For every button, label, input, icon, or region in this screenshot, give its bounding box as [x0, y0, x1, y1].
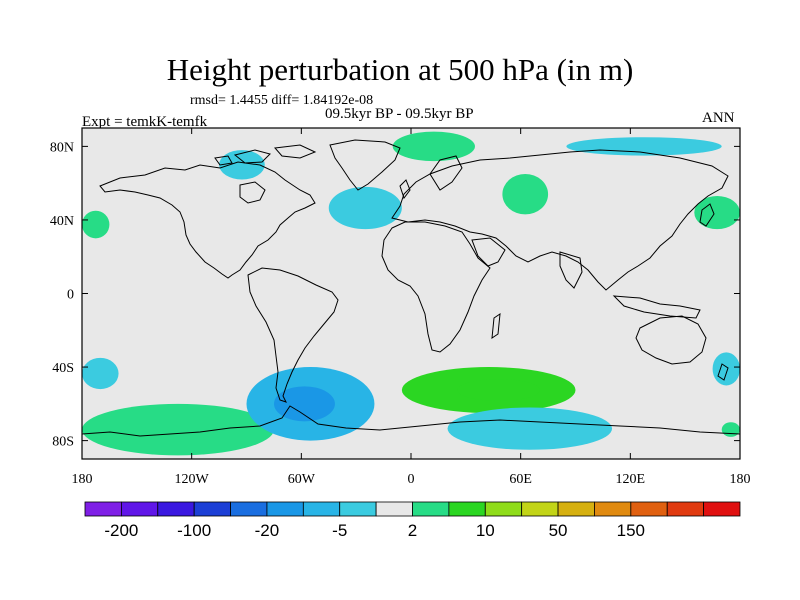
antarctica-coast — [82, 405, 740, 437]
colorbar-swatch — [339, 501, 377, 517]
lat-tick-label: 80N — [50, 140, 74, 155]
anomaly-north-pacific-east — [82, 210, 110, 239]
arctic-islands — [214, 144, 317, 166]
lat-tick-label: 40S — [52, 361, 74, 376]
lat-tick-label: 80S — [52, 435, 74, 450]
scandinavia — [429, 155, 463, 191]
colorbar-swatch — [302, 501, 341, 517]
lon-tick-label: 180 — [730, 472, 751, 487]
colorbar-swatch — [594, 501, 632, 517]
british-isles — [399, 179, 411, 200]
japan — [699, 203, 715, 227]
lon-tick-label: 60W — [288, 472, 316, 487]
anomaly-layer — [82, 131, 740, 456]
anomaly-southern-indian-low — [447, 407, 613, 450]
colorbar-swatch — [375, 501, 413, 517]
coastlines — [82, 139, 740, 437]
colorbar-swatch — [193, 501, 231, 517]
colorbar-label: 50 — [549, 521, 568, 540]
map-background — [82, 128, 740, 459]
lon-tick-label: 60E — [509, 472, 532, 487]
lon-tick-label: 0 — [408, 472, 415, 487]
colorbar-swatch — [230, 501, 268, 517]
maritime-continent — [612, 295, 701, 319]
colorbar-swatch — [666, 501, 705, 517]
colorbar-label: -200 — [104, 521, 138, 540]
plot-title: Height perturbation at 500 hPa (in m) — [166, 52, 634, 87]
anomaly-europe-high — [502, 173, 549, 215]
colorbar-swatch — [703, 501, 741, 517]
lon-tick-label: 120W — [175, 472, 210, 487]
colorbar-label: -20 — [255, 521, 280, 540]
greenland-coast — [329, 139, 401, 191]
colorbar-swatch — [484, 501, 523, 517]
anomaly-core-south-atlantic-indian-high — [457, 379, 541, 401]
anomaly-south-pacific-east-low — [82, 357, 119, 390]
anomaly-core-drake-passage-low — [274, 386, 335, 422]
experiment-label: Expt = temkK-temfk — [82, 114, 208, 130]
lat-tick-label: 0 — [67, 288, 74, 303]
india — [559, 251, 583, 289]
colorbar-swatch — [630, 501, 668, 517]
stats-line: rmsd= 1.4455 diff= 1.84192e-08 — [190, 93, 374, 108]
colorbar-label: 10 — [476, 521, 495, 540]
lon-tick-label: 180 — [72, 472, 93, 487]
australia-coast — [635, 315, 707, 365]
period-label: 09.5kyr BP - 09.5kyr BP — [325, 106, 474, 122]
anomaly-canada-arctic-low — [219, 150, 265, 180]
lat-tick-label: 40N — [50, 214, 74, 229]
colorbar: -200 -100 -20 -5 2 10 50 150 — [84, 501, 741, 540]
colorbar-swatch — [84, 501, 122, 517]
colorbar-swatch — [412, 501, 450, 517]
eurasia-coast — [391, 149, 729, 291]
lon-tick-label: 120E — [616, 472, 646, 487]
north-america-coast — [99, 161, 316, 279]
anomaly-north-pacific-west — [694, 196, 740, 230]
map-axes: 80N 40N 0 40S 80S 180 120W 60W 0 60E 120E 180 — [50, 128, 751, 487]
arabian-peninsula — [471, 237, 506, 267]
colorbar-swatch — [266, 501, 304, 517]
colorbar-swatch — [157, 501, 195, 517]
madagascar — [491, 312, 501, 340]
south-america-coast — [247, 267, 339, 403]
anomaly-siberia-arctic-low — [566, 137, 722, 156]
hudson-bay — [239, 181, 266, 204]
colorbar-swatch — [521, 501, 559, 517]
anomaly-south-pacific-high — [82, 403, 274, 456]
anomaly-south-east-pacific-high — [721, 422, 740, 437]
colorbar-swatch — [557, 501, 595, 517]
anomaly-greenland-north — [392, 131, 475, 162]
new-zealand — [717, 363, 729, 381]
colorbar-swatch — [448, 501, 486, 517]
anomaly-australia-east-low — [712, 352, 740, 386]
colorbar-label: 2 — [408, 521, 417, 540]
anomaly-north-atlantic-low — [328, 186, 402, 230]
colorbar-label: 150 — [617, 521, 645, 540]
africa-coast — [381, 221, 491, 353]
season-label: ANN — [702, 110, 735, 126]
colorbar-label: -5 — [332, 521, 347, 540]
colorbar-swatch — [120, 501, 159, 517]
colorbar-label: -100 — [177, 521, 211, 540]
